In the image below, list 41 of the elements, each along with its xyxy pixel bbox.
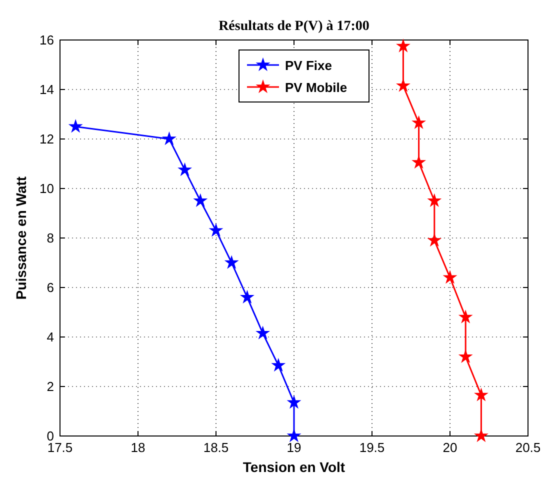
y-tick-label: 4 bbox=[46, 330, 54, 344]
point bbox=[444, 271, 456, 283]
y-tick-label: 2 bbox=[46, 379, 54, 394]
point bbox=[225, 256, 238, 268]
point bbox=[412, 156, 425, 168]
x-tick-label: 19.5 bbox=[359, 440, 385, 455]
y-tick-label: 10 bbox=[40, 181, 54, 196]
point bbox=[69, 120, 82, 132]
x-tick-label: 18.5 bbox=[203, 440, 229, 455]
x-tick-label: 20 bbox=[442, 440, 458, 455]
point bbox=[241, 290, 254, 303]
chart-title: Résultats de P(V) à 17:00 bbox=[218, 19, 370, 34]
y-tick-label: 6 bbox=[46, 280, 54, 295]
legend-label: PV Fixe bbox=[285, 58, 332, 73]
x-tick-label: 19 bbox=[286, 440, 302, 455]
x-axis-title: Tension en Volt bbox=[242, 459, 346, 475]
point bbox=[475, 388, 488, 400]
y-tick-label: 16 bbox=[40, 32, 54, 48]
y-tick-label: 12 bbox=[40, 132, 54, 146]
point bbox=[459, 310, 472, 323]
point bbox=[272, 358, 285, 371]
point bbox=[412, 116, 425, 128]
point bbox=[210, 224, 222, 236]
point bbox=[256, 326, 269, 339]
point bbox=[459, 350, 472, 362]
y-tick-label: 14 bbox=[40, 82, 54, 97]
y-axis-title: Puissance en Watt bbox=[13, 176, 29, 300]
point bbox=[288, 430, 300, 442]
point bbox=[397, 40, 410, 52]
point bbox=[428, 234, 441, 246]
point bbox=[178, 163, 191, 176]
point bbox=[428, 194, 441, 206]
point bbox=[163, 132, 176, 144]
x-tick-label: 18 bbox=[130, 440, 146, 455]
point bbox=[397, 79, 410, 92]
y-tick-label: 8 bbox=[46, 230, 54, 246]
point bbox=[288, 396, 300, 408]
legend-label: PV Mobile bbox=[285, 80, 348, 95]
point bbox=[475, 430, 488, 442]
point bbox=[194, 194, 207, 206]
x-tick-label: 20.5 bbox=[515, 440, 541, 455]
